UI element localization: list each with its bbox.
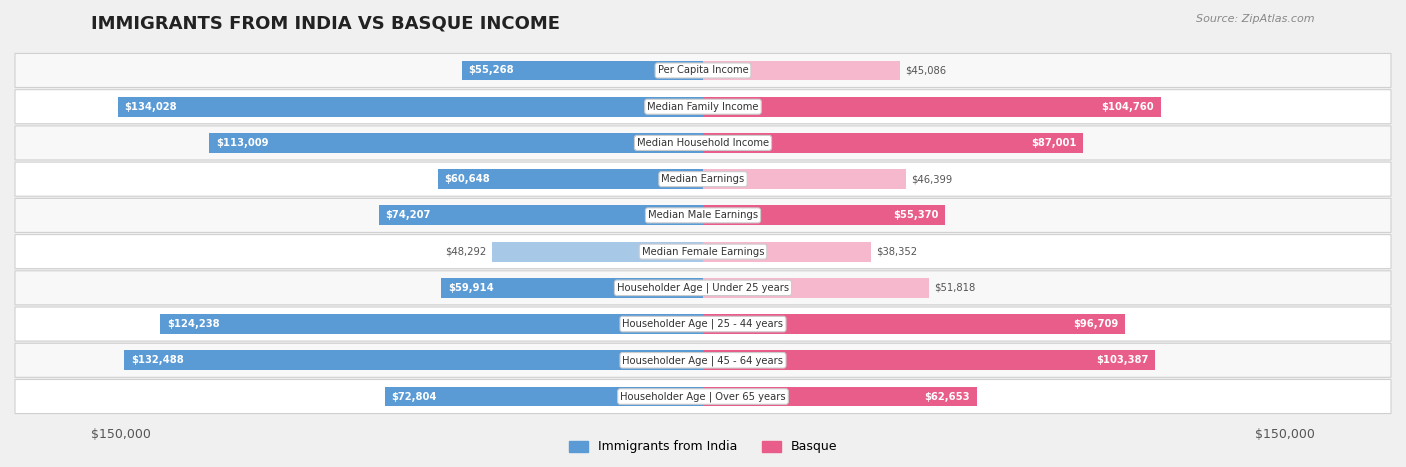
FancyBboxPatch shape xyxy=(15,126,1391,160)
Text: $45,086: $45,086 xyxy=(905,65,946,76)
Text: Householder Age | 25 - 44 years: Householder Age | 25 - 44 years xyxy=(623,319,783,329)
Text: $51,818: $51,818 xyxy=(935,283,976,293)
Bar xyxy=(461,61,703,80)
Bar xyxy=(439,169,703,189)
Bar xyxy=(441,278,703,298)
FancyBboxPatch shape xyxy=(15,198,1391,233)
Bar xyxy=(703,314,1125,334)
Text: IMMIGRANTS FROM INDIA VS BASQUE INCOME: IMMIGRANTS FROM INDIA VS BASQUE INCOME xyxy=(91,14,561,32)
FancyBboxPatch shape xyxy=(15,234,1391,269)
Text: $59,914: $59,914 xyxy=(449,283,494,293)
Text: $38,352: $38,352 xyxy=(876,247,917,256)
Text: Householder Age | 45 - 64 years: Householder Age | 45 - 64 years xyxy=(623,355,783,366)
FancyBboxPatch shape xyxy=(15,343,1391,377)
Text: $74,207: $74,207 xyxy=(385,211,430,220)
Bar xyxy=(703,169,905,189)
Bar xyxy=(703,61,900,80)
FancyBboxPatch shape xyxy=(15,162,1391,196)
Bar xyxy=(703,350,1154,370)
Text: Median Male Earnings: Median Male Earnings xyxy=(648,211,758,220)
Text: $134,028: $134,028 xyxy=(124,102,177,112)
Text: $55,370: $55,370 xyxy=(893,211,938,220)
Bar xyxy=(703,133,1083,153)
Text: $124,238: $124,238 xyxy=(167,319,219,329)
Bar xyxy=(209,133,703,153)
Bar xyxy=(160,314,703,334)
Bar xyxy=(492,241,703,262)
Text: Median Family Income: Median Family Income xyxy=(647,102,759,112)
Text: $55,268: $55,268 xyxy=(468,65,513,76)
Bar xyxy=(385,387,703,406)
Bar xyxy=(124,350,703,370)
Text: $113,009: $113,009 xyxy=(217,138,269,148)
Text: $72,804: $72,804 xyxy=(391,391,437,402)
Text: Median Earnings: Median Earnings xyxy=(661,174,745,184)
Bar xyxy=(378,205,703,226)
Bar xyxy=(118,97,703,117)
Text: Per Capita Income: Per Capita Income xyxy=(658,65,748,76)
Text: $150,000: $150,000 xyxy=(1254,428,1315,441)
Text: $150,000: $150,000 xyxy=(91,428,152,441)
Text: Householder Age | Under 25 years: Householder Age | Under 25 years xyxy=(617,283,789,293)
Text: Source: ZipAtlas.com: Source: ZipAtlas.com xyxy=(1197,14,1315,24)
Bar xyxy=(703,278,929,298)
Bar xyxy=(703,97,1160,117)
FancyBboxPatch shape xyxy=(15,380,1391,414)
Text: Median Female Earnings: Median Female Earnings xyxy=(641,247,765,256)
Bar xyxy=(703,387,977,406)
Text: $103,387: $103,387 xyxy=(1095,355,1149,365)
Text: $48,292: $48,292 xyxy=(446,247,486,256)
Text: $60,648: $60,648 xyxy=(444,174,491,184)
Text: $96,709: $96,709 xyxy=(1074,319,1119,329)
Bar xyxy=(703,205,945,226)
Text: $132,488: $132,488 xyxy=(131,355,184,365)
FancyBboxPatch shape xyxy=(15,90,1391,124)
Text: $46,399: $46,399 xyxy=(911,174,952,184)
Text: $87,001: $87,001 xyxy=(1031,138,1077,148)
Text: $104,760: $104,760 xyxy=(1101,102,1154,112)
FancyBboxPatch shape xyxy=(15,307,1391,341)
Text: Median Household Income: Median Household Income xyxy=(637,138,769,148)
Text: Householder Age | Over 65 years: Householder Age | Over 65 years xyxy=(620,391,786,402)
Bar xyxy=(703,241,870,262)
Legend: Immigrants from India, Basque: Immigrants from India, Basque xyxy=(564,435,842,459)
FancyBboxPatch shape xyxy=(15,271,1391,305)
Text: $62,653: $62,653 xyxy=(925,391,970,402)
FancyBboxPatch shape xyxy=(15,53,1391,87)
